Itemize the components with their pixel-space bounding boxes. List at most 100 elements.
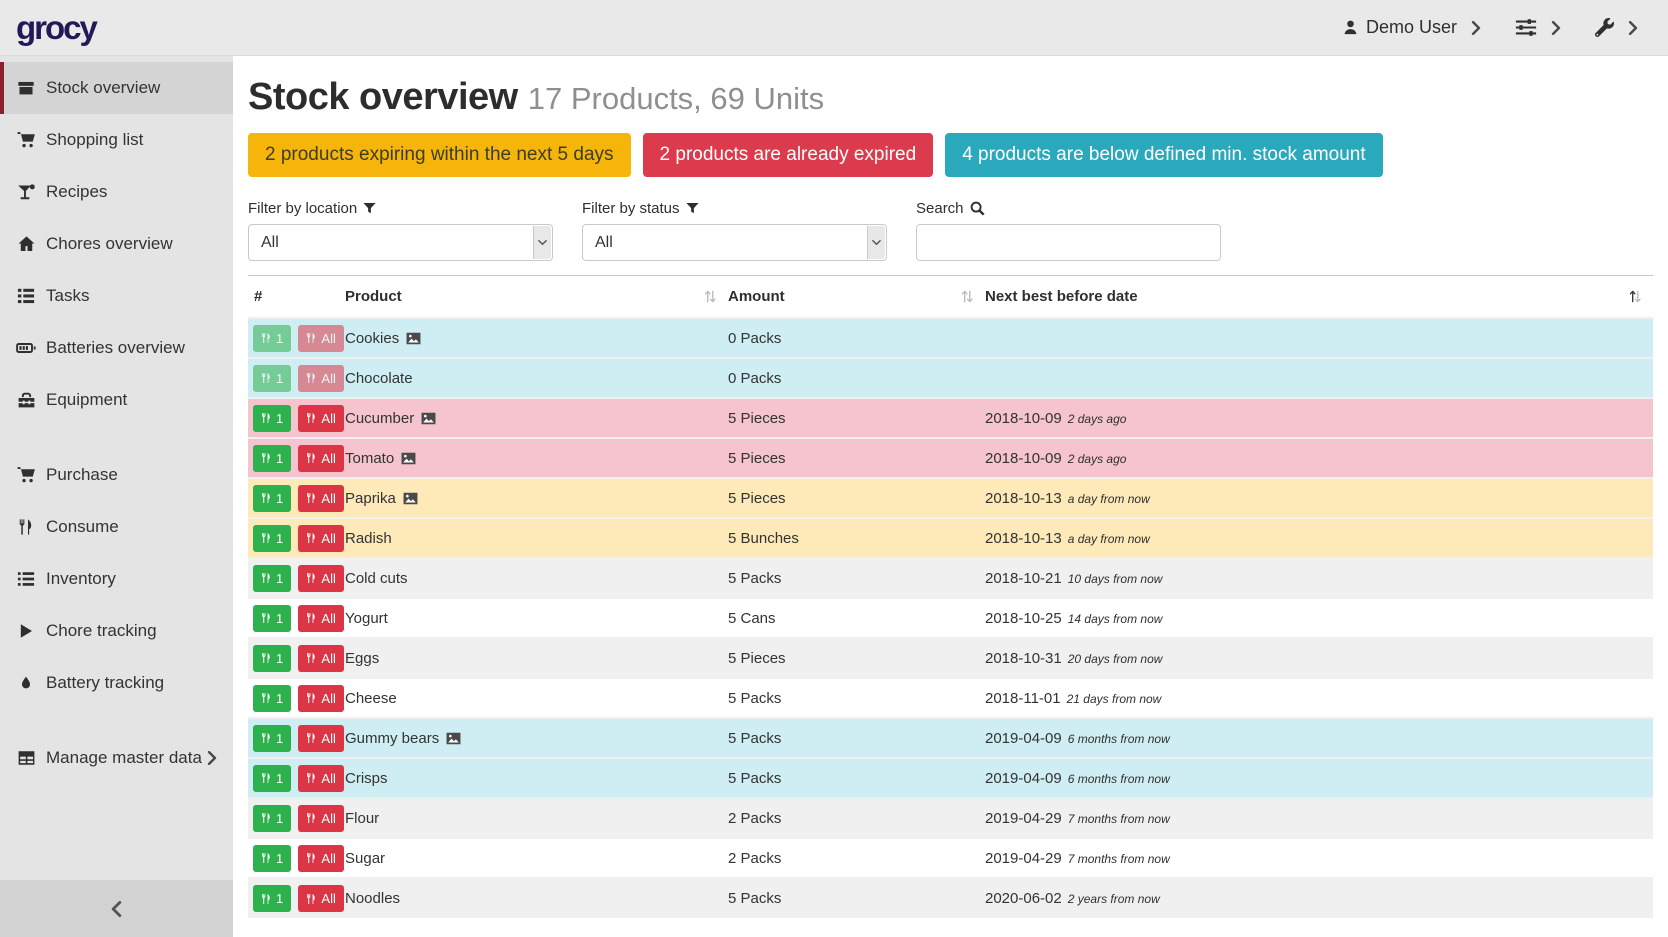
consume-one-button[interactable]: 1: [253, 364, 292, 392]
consume-all-button[interactable]: All: [298, 885, 344, 912]
sidebar-item-battery-tracking[interactable]: Battery tracking: [0, 657, 233, 709]
utensils-btn-icon: [261, 492, 272, 504]
utensils-btn-icon: [261, 372, 272, 384]
sidebar-item-shopping-list[interactable]: Shopping list: [0, 114, 233, 166]
sidebar-item-recipes[interactable]: Recipes: [0, 166, 233, 218]
sidebar-item-inventory[interactable]: Inventory: [0, 553, 233, 605]
consume-one-button[interactable]: 1: [253, 444, 292, 472]
amount: 0 Packs: [728, 329, 782, 347]
table-row: 1 All Cold cuts 5 Packs 20: [248, 558, 1653, 598]
product-image-icon[interactable]: [446, 732, 461, 745]
consume-one-button[interactable]: 1: [253, 885, 292, 912]
sidebar-item-equipment[interactable]: Equipment: [0, 374, 233, 426]
expiring-soon-alert-button[interactable]: 2 products expiring within the next 5 da…: [248, 133, 631, 177]
below-min-stock-alert-button[interactable]: 4 products are below defined min. stock …: [945, 133, 1383, 177]
sidebar-item-label: Battery tracking: [46, 673, 165, 692]
toolbox-icon: [15, 391, 37, 409]
consume-all-button[interactable]: All: [298, 364, 344, 392]
product-image-icon[interactable]: [406, 332, 421, 345]
sidebar-item-chores-overview[interactable]: Chores overview: [0, 218, 233, 270]
consume-one-button[interactable]: 1: [253, 324, 292, 352]
sidebar-item-consume[interactable]: Consume: [0, 501, 233, 553]
search-input[interactable]: [916, 224, 1221, 261]
sidebar-item-purchase[interactable]: Purchase: [0, 449, 233, 501]
consume-one-button[interactable]: 1: [253, 604, 292, 632]
consume-all-button[interactable]: All: [298, 724, 344, 752]
relative-date: 2 years from now: [1067, 892, 1160, 906]
consume-all-button[interactable]: All: [298, 684, 344, 712]
consume-all-button[interactable]: All: [298, 804, 344, 832]
amount: 2 Packs: [728, 809, 782, 827]
consume-all-button[interactable]: All: [298, 324, 344, 352]
consume-one-button[interactable]: 1: [253, 684, 292, 712]
product-name: Cold cuts: [345, 569, 408, 587]
product-image-icon[interactable]: [421, 412, 436, 425]
utensils-btn-icon: [306, 412, 317, 424]
utensils-btn-icon: [306, 852, 317, 864]
consume-all-button[interactable]: All: [298, 564, 344, 592]
consume-one-button[interactable]: 1: [253, 844, 292, 872]
user-name: Demo User: [1365, 17, 1457, 37]
product-image-icon[interactable]: [401, 452, 416, 465]
column-header-amount[interactable]: Amount: [728, 276, 985, 319]
relative-date: 6 months from now: [1067, 731, 1170, 746]
consume-all-button[interactable]: All: [298, 764, 344, 792]
product-image-icon[interactable]: [403, 492, 418, 505]
amount: 5 Cans: [728, 609, 776, 627]
sidebar-item-stock-overview[interactable]: Stock overview: [0, 62, 233, 114]
product-name: Chocolate: [345, 369, 413, 387]
sidebar-item-tasks[interactable]: Tasks: [0, 270, 233, 322]
utensils-btn-icon: [261, 852, 272, 864]
sidebar-item-manage-master-data[interactable]: Manage master data: [0, 732, 233, 784]
utensils-btn-icon: [261, 612, 272, 624]
utensils-btn-icon: [306, 612, 317, 624]
column-header-product[interactable]: Product: [345, 276, 728, 319]
utensils-icon: [15, 518, 37, 536]
expired-alert-button[interactable]: 2 products are already expired: [642, 133, 934, 177]
consume-all-button[interactable]: All: [298, 404, 344, 432]
consume-one-button[interactable]: 1: [253, 484, 292, 512]
table-row: 1 All Eggs 5 Pieces 2018-1: [248, 638, 1653, 678]
product-name: Gummy bears: [345, 729, 440, 747]
settings-menu[interactable]: [1515, 18, 1537, 37]
consume-one-button[interactable]: 1: [253, 764, 292, 792]
consume-all-button[interactable]: All: [298, 444, 344, 472]
admin-chevron-icon: [1628, 20, 1638, 35]
sidebar-item-label: Equipment: [46, 390, 128, 409]
stock-table: # Product Amount Next best before date: [248, 275, 1653, 918]
consume-all-button[interactable]: All: [298, 644, 344, 672]
table-row: 1 All Chocolate 0 Packs: [248, 358, 1653, 398]
consume-all-button[interactable]: All: [298, 604, 344, 632]
table-row: 1 All Flour 2 Packs 2019-0: [248, 798, 1653, 838]
column-header-best-before[interactable]: Next best before date: [985, 276, 1653, 319]
consume-all-button[interactable]: All: [298, 844, 344, 872]
amount: 5 Bunches: [728, 529, 799, 547]
top-navbar: grocy Demo User: [0, 0, 1668, 56]
best-before-date: 2018-10-21: [985, 569, 1062, 587]
sidebar-item-label: Inventory: [46, 569, 116, 588]
utensils-btn-icon: [261, 732, 272, 744]
sidebar-item-label: Chores overview: [46, 234, 173, 253]
status-filter-select[interactable]: All: [582, 224, 887, 261]
consume-all-button[interactable]: All: [298, 484, 344, 512]
consume-one-button[interactable]: 1: [253, 404, 292, 432]
location-filter-select[interactable]: All: [248, 224, 553, 261]
consume-one-button[interactable]: 1: [253, 644, 292, 672]
sidebar: Stock overview Shopping list Recipes Cho…: [0, 56, 233, 937]
user-menu[interactable]: Demo User: [1342, 17, 1457, 38]
relative-date: 21 days from now: [1066, 691, 1162, 706]
consume-all-button[interactable]: All: [298, 524, 344, 552]
relative-date: 14 days from now: [1067, 611, 1163, 626]
sidebar-item-chore-tracking[interactable]: Chore tracking: [0, 605, 233, 657]
sidebar-item-label: Consume: [46, 517, 119, 536]
consume-one-button[interactable]: 1: [253, 804, 292, 832]
home-icon: [15, 235, 37, 253]
sidebar-collapse-button[interactable]: [0, 880, 233, 937]
sidebar-item-batteries-overview[interactable]: Batteries overview: [0, 322, 233, 374]
admin-menu[interactable]: [1595, 18, 1614, 37]
chevron-right-icon: [207, 751, 217, 765]
consume-one-button[interactable]: 1: [253, 724, 292, 752]
amount: 5 Pieces: [728, 649, 786, 667]
consume-one-button[interactable]: 1: [253, 524, 292, 552]
consume-one-button[interactable]: 1: [253, 564, 292, 592]
